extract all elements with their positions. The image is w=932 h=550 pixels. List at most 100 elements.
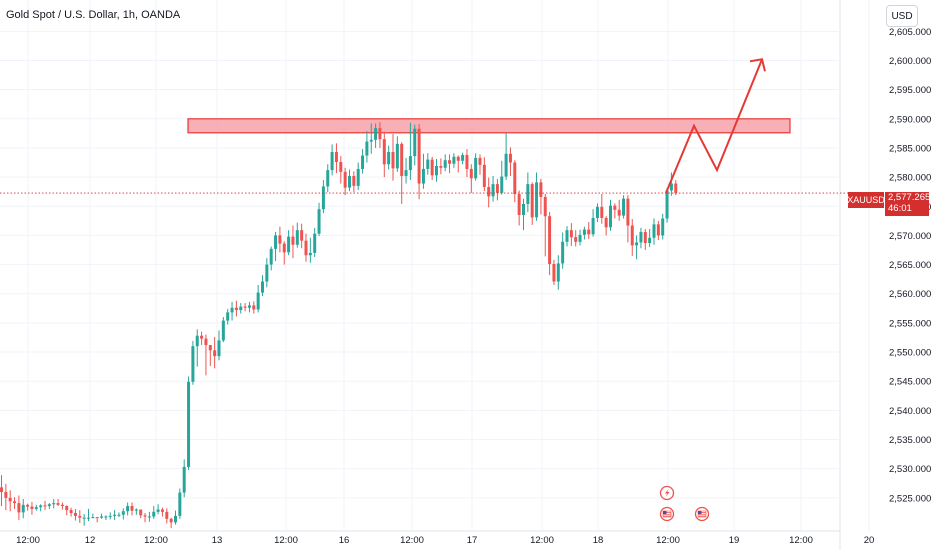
candle-body — [391, 152, 395, 169]
price-tag: 2,577.265 46:01 — [885, 192, 931, 216]
candle-body — [569, 230, 573, 238]
y-tick-label: 2,580.000 — [889, 173, 931, 184]
candle-body — [556, 263, 560, 282]
y-tick-label: 2,555.000 — [889, 318, 931, 329]
candle-body — [317, 209, 321, 234]
candle-body — [178, 492, 182, 516]
y-tick-label: 2,600.000 — [889, 56, 931, 67]
candle-body — [8, 497, 12, 502]
candle-body — [226, 312, 230, 321]
candle-body — [474, 157, 478, 179]
candle-body — [378, 128, 382, 140]
x-tick-label: 12:00 — [530, 535, 554, 546]
candle-body — [43, 505, 47, 507]
x-tick-label: 12:00 — [274, 535, 298, 546]
lightning-event-icon-symbol — [665, 489, 670, 497]
candle-body — [604, 217, 608, 228]
candle-body — [243, 306, 247, 308]
candle-body — [500, 176, 504, 193]
candle-body — [78, 515, 82, 518]
candle-body — [60, 504, 64, 507]
candle-body — [522, 203, 525, 216]
candle-body — [182, 466, 186, 493]
candle-body — [30, 506, 34, 509]
candle-body — [526, 184, 530, 204]
candle-body — [382, 139, 386, 165]
candle-body — [130, 506, 134, 511]
candle-body — [121, 511, 125, 515]
candle-body — [239, 306, 243, 311]
candle-body — [648, 237, 652, 244]
candle-body — [439, 166, 443, 168]
y-tick-label: 2,595.000 — [889, 85, 931, 96]
candle-body — [552, 264, 556, 282]
candle-body — [247, 305, 251, 308]
candle-body — [287, 236, 291, 253]
projection-arrow — [665, 58, 766, 194]
candle-body — [217, 340, 221, 357]
us-flag-event-icon — [659, 506, 675, 522]
candle-body — [595, 206, 599, 218]
candle-body — [535, 182, 539, 218]
candle-body — [643, 231, 647, 244]
candle-body — [147, 516, 151, 518]
x-tick-label: 12 — [85, 535, 96, 546]
y-tick-label: 2,530.000 — [889, 464, 931, 475]
x-tick-label: 12:00 — [16, 535, 40, 546]
candle-body — [452, 156, 456, 164]
candle-body — [465, 154, 469, 169]
x-tick-label: 20 — [864, 535, 875, 546]
candle-body — [321, 186, 325, 210]
candle-body — [609, 205, 612, 228]
candle-body — [334, 152, 338, 162]
candle-body — [39, 505, 43, 508]
y-tick-label: 2,540.000 — [889, 406, 931, 417]
candle-body — [421, 168, 425, 184]
candle-body — [278, 235, 282, 244]
candle-body — [134, 509, 138, 511]
candle-body — [617, 209, 621, 216]
candle-body — [69, 510, 73, 514]
candle-body — [361, 155, 365, 169]
candle-body — [265, 264, 269, 282]
candle-body — [234, 307, 238, 311]
candle-body — [47, 504, 51, 507]
candle-body — [369, 139, 373, 142]
currency-button[interactable]: USD — [886, 5, 918, 27]
candle-body — [330, 152, 334, 171]
candle-body — [126, 506, 130, 512]
us-flag-event-icon-2-canton — [698, 511, 702, 514]
candle-body — [87, 517, 90, 519]
current-price-label: 2,577.265 — [888, 192, 931, 203]
x-tick-label: 12:00 — [144, 535, 168, 546]
candle-body — [448, 160, 452, 164]
us-flag-event-icon-2 — [694, 506, 710, 522]
candle-body — [291, 236, 295, 245]
candle-body — [82, 517, 86, 519]
candle-body — [73, 513, 77, 516]
candle-body — [300, 230, 304, 241]
candle-body — [56, 503, 60, 505]
event-icons — [659, 485, 710, 522]
candle-body — [200, 335, 204, 339]
candle-body — [26, 504, 30, 507]
candle-body — [65, 506, 69, 511]
candle-series — [0, 122, 678, 529]
candle-body — [352, 175, 356, 186]
candle-body — [543, 196, 547, 217]
candle-body — [426, 159, 430, 169]
bar-countdown-label: 46:01 — [888, 203, 912, 214]
y-tick-label: 2,605.000 — [889, 27, 931, 38]
y-tick-label: 2,525.000 — [889, 493, 931, 504]
x-tick-label: 18 — [593, 535, 604, 546]
candle-body — [443, 160, 447, 168]
candle-body — [600, 206, 604, 218]
candle-body — [487, 187, 491, 197]
y-tick-label: 2,545.000 — [889, 377, 931, 388]
candle-body — [213, 350, 217, 357]
candle-body — [100, 516, 104, 518]
candle-body — [295, 230, 299, 245]
candle-body — [395, 143, 399, 169]
candle-body — [387, 152, 391, 165]
